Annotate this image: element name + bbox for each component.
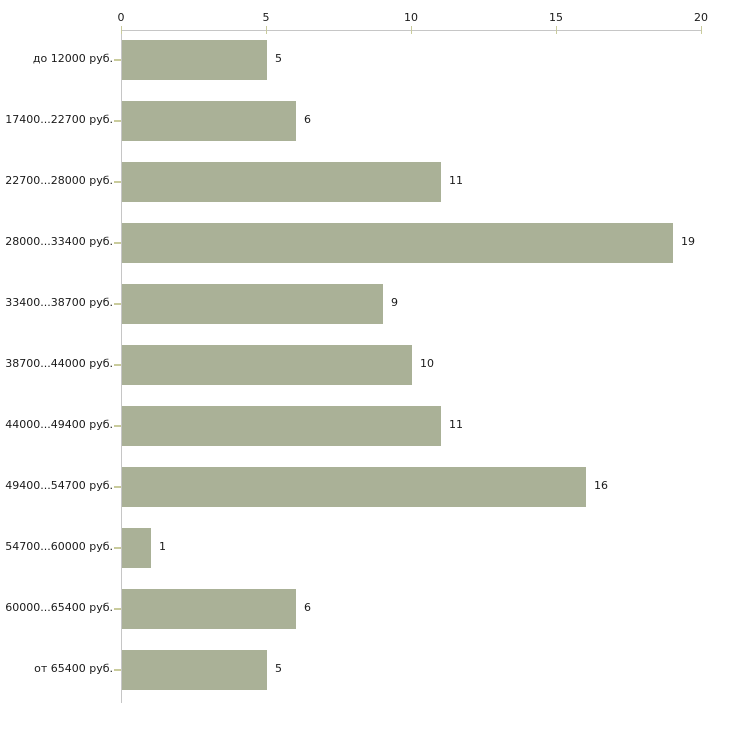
x-axis-tick-label: 10 bbox=[404, 11, 418, 24]
bar bbox=[122, 345, 412, 385]
y-axis-tick-mark bbox=[114, 242, 121, 244]
category-label: от 65400 руб. bbox=[34, 662, 113, 675]
y-axis-tick-mark bbox=[114, 181, 121, 183]
category-label: 17400...22700 руб. bbox=[5, 113, 113, 126]
bar bbox=[122, 284, 383, 324]
x-axis-tick-mark bbox=[121, 26, 122, 34]
bar bbox=[122, 40, 267, 80]
bar-value-label: 5 bbox=[275, 52, 282, 65]
bar-value-label: 10 bbox=[420, 357, 434, 370]
y-axis-line bbox=[121, 30, 122, 703]
bar bbox=[122, 223, 673, 263]
category-label: 28000...33400 руб. bbox=[5, 235, 113, 248]
bar bbox=[122, 589, 296, 629]
bar-value-label: 11 bbox=[449, 418, 463, 431]
y-axis-tick-mark bbox=[114, 486, 121, 488]
bar-value-label: 9 bbox=[391, 296, 398, 309]
y-axis-tick-mark bbox=[114, 608, 121, 610]
x-axis-tick-mark bbox=[556, 26, 557, 34]
x-axis-tick-mark bbox=[411, 26, 412, 34]
bar-value-label: 16 bbox=[594, 479, 608, 492]
x-axis-tick-label: 0 bbox=[117, 11, 125, 24]
y-axis-tick-mark bbox=[114, 120, 121, 122]
x-axis-tick-mark bbox=[701, 26, 702, 34]
bar bbox=[122, 101, 296, 141]
x-axis-tick-label: 5 bbox=[262, 11, 270, 24]
category-label: до 12000 руб. bbox=[32, 52, 113, 65]
category-label: 22700...28000 руб. bbox=[5, 174, 113, 187]
bar-value-label: 6 bbox=[304, 601, 311, 614]
category-label: 60000...65400 руб. bbox=[5, 601, 113, 614]
bar-value-label: 1 bbox=[159, 540, 166, 553]
y-axis-tick-mark bbox=[114, 303, 121, 305]
bar-value-label: 11 bbox=[449, 174, 463, 187]
category-label: 44000...49400 руб. bbox=[5, 418, 113, 431]
y-axis-tick-mark bbox=[114, 547, 121, 549]
bar-value-label: 19 bbox=[681, 235, 695, 248]
x-axis-tick-mark bbox=[266, 26, 267, 34]
bar bbox=[122, 528, 151, 568]
category-label: 49400...54700 руб. bbox=[5, 479, 113, 492]
y-axis-tick-mark bbox=[114, 425, 121, 427]
bar bbox=[122, 406, 441, 446]
bar bbox=[122, 162, 441, 202]
category-label: 33400...38700 руб. bbox=[5, 296, 113, 309]
x-axis-tick-label: 15 bbox=[549, 11, 563, 24]
bar bbox=[122, 467, 586, 507]
bar-value-label: 6 bbox=[304, 113, 311, 126]
bar bbox=[122, 650, 267, 690]
category-label: 54700...60000 руб. bbox=[5, 540, 113, 553]
bar-value-label: 5 bbox=[275, 662, 282, 675]
x-axis-tick-label: 20 bbox=[694, 11, 708, 24]
category-label: 38700...44000 руб. bbox=[5, 357, 113, 370]
y-axis-tick-mark bbox=[114, 364, 121, 366]
y-axis-tick-mark bbox=[114, 59, 121, 61]
y-axis-tick-mark bbox=[114, 669, 121, 671]
